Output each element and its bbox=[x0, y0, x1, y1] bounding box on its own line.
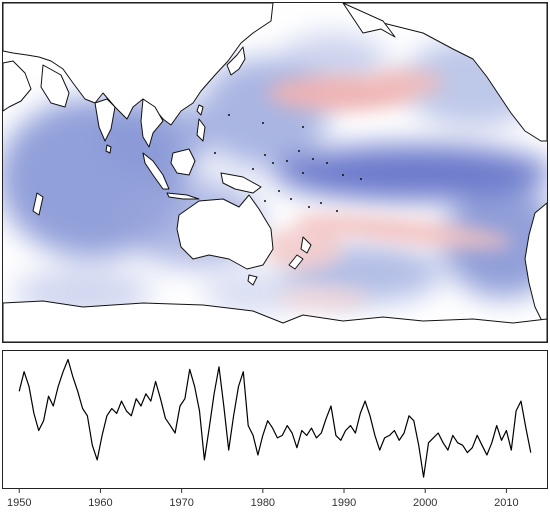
island-dot bbox=[262, 122, 264, 124]
sumatra-island bbox=[142, 152, 170, 190]
australia-landmass bbox=[176, 194, 274, 270]
x-tick-label: 1980 bbox=[251, 497, 275, 509]
island-dot bbox=[360, 178, 362, 180]
asia-landmass bbox=[3, 3, 274, 126]
island-dot bbox=[272, 162, 274, 164]
island-dot bbox=[264, 154, 266, 156]
indochina-landmass bbox=[140, 98, 164, 148]
island-dot bbox=[308, 206, 310, 208]
land-outlines bbox=[3, 3, 547, 342]
island-dot bbox=[278, 190, 280, 192]
arabia-landmass bbox=[40, 64, 70, 108]
x-axis-ticks: 1950 1960 1970 1980 1990 2000 2010 bbox=[7, 488, 519, 509]
x-tick-label: 2000 bbox=[413, 497, 437, 509]
x-axis-svg: 1950 1960 1970 1980 1990 2000 2010 bbox=[7, 488, 519, 509]
tasmania-island bbox=[247, 274, 258, 286]
positive-anomaly-field bbox=[263, 69, 513, 310]
new-zealand-north bbox=[300, 236, 312, 254]
new-zealand-south bbox=[288, 254, 304, 270]
x-tick-label: 1950 bbox=[7, 497, 31, 509]
pacific-islands bbox=[214, 114, 362, 212]
antarctica-landmass bbox=[3, 300, 547, 342]
map-panel bbox=[2, 2, 548, 343]
island-dot bbox=[326, 162, 328, 164]
island-dot bbox=[228, 114, 230, 116]
island-dot bbox=[302, 126, 304, 128]
alaska-coast bbox=[342, 3, 396, 38]
philippines-islands bbox=[196, 118, 206, 142]
taiwan-island bbox=[196, 104, 204, 116]
island-dot bbox=[312, 158, 314, 160]
island-dot bbox=[264, 200, 266, 202]
island-dot bbox=[320, 202, 322, 204]
x-tick-label: 1960 bbox=[88, 497, 112, 509]
island-dot bbox=[252, 168, 254, 170]
island-dot bbox=[336, 210, 338, 212]
x-tick-label: 1990 bbox=[332, 497, 356, 509]
madagascar-island bbox=[32, 192, 44, 216]
timeseries-chart bbox=[18, 358, 532, 478]
correlation-map bbox=[3, 3, 547, 342]
borneo-island bbox=[170, 148, 196, 176]
india-landmass bbox=[94, 98, 116, 142]
java-island bbox=[166, 192, 200, 200]
x-tick-label: 2010 bbox=[494, 497, 518, 509]
island-dot bbox=[214, 152, 216, 154]
x-tick-label: 1970 bbox=[169, 497, 193, 509]
island-dot bbox=[290, 198, 292, 200]
x-axis: 1950 1960 1970 1980 1990 2000 2010 bbox=[0, 488, 550, 523]
island-dot bbox=[302, 172, 304, 174]
series-line bbox=[18, 358, 532, 478]
japan-islands bbox=[226, 46, 246, 76]
timeseries-series bbox=[18, 358, 532, 478]
sri-lanka bbox=[105, 144, 112, 154]
timeseries-panel bbox=[2, 350, 548, 489]
new-guinea-island bbox=[220, 172, 262, 194]
island-dot bbox=[342, 174, 344, 176]
island-dot bbox=[286, 160, 288, 162]
africa-landmass bbox=[3, 60, 32, 112]
island-dot bbox=[298, 150, 300, 152]
